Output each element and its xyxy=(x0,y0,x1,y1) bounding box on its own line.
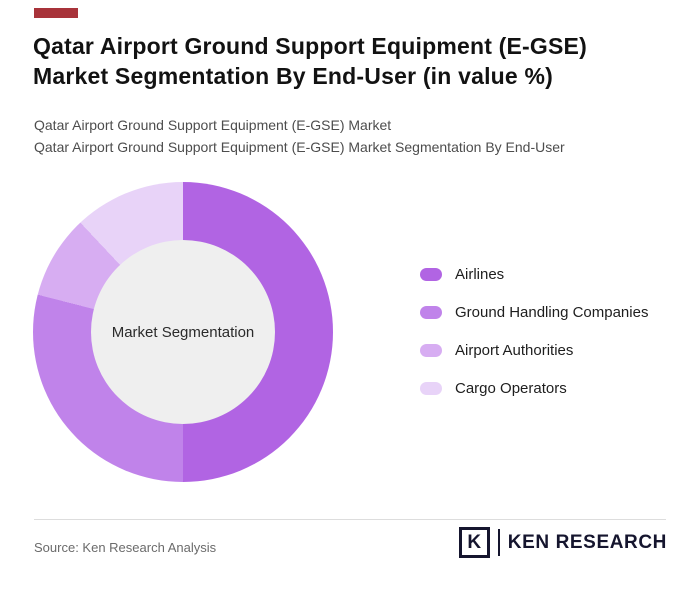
logo-text: KEN RESEARCH xyxy=(507,531,667,553)
ken-research-logo: K KEN RESEARCH xyxy=(458,527,667,558)
donut-center: Market Segmentation xyxy=(91,240,275,424)
chart-subtitles: Qatar Airport Ground Support Equipment (… xyxy=(34,114,684,158)
accent-bar xyxy=(34,8,78,18)
page-title-line2: Market Segmentation By End-User (in valu… xyxy=(33,63,554,89)
logo-mark-icon: K xyxy=(458,527,490,558)
legend-item-ground-handling-companies: Ground Handling Companies xyxy=(420,301,648,323)
legend-label-airport-authorities: Airport Authorities xyxy=(455,341,574,359)
page-title: Qatar Airport Ground Support Equipment (… xyxy=(33,31,673,91)
legend-swatch-ground-handling-companies xyxy=(420,305,442,319)
logo-separator xyxy=(497,529,500,556)
source-text: Source: Ken Research Analysis xyxy=(34,540,217,555)
legend-item-airlines: Airlines xyxy=(420,263,648,285)
legend-swatch-airport-authorities xyxy=(420,343,442,357)
legend-item-cargo-operators: Cargo Operators xyxy=(420,377,648,399)
donut-center-label: Market Segmentation xyxy=(111,323,255,341)
footer-divider xyxy=(34,519,666,520)
legend-label-airlines: Airlines xyxy=(455,265,505,283)
legend-item-airport-authorities: Airport Authorities xyxy=(420,339,648,361)
page-title-line1: Qatar Airport Ground Support Equipment (… xyxy=(33,33,587,59)
donut-chart: Market Segmentation xyxy=(33,182,333,482)
legend-label-ground-handling-companies: Ground Handling Companies xyxy=(455,303,649,321)
legend-swatch-cargo-operators xyxy=(420,381,442,395)
chart-legend: Airlines Ground Handling Companies Airpo… xyxy=(420,263,648,399)
legend-swatch-airlines xyxy=(420,267,442,281)
legend-label-cargo-operators: Cargo Operators xyxy=(455,379,567,397)
subtitle-line2: Qatar Airport Ground Support Equipment (… xyxy=(34,139,565,155)
subtitle-line1: Qatar Airport Ground Support Equipment (… xyxy=(34,117,392,133)
